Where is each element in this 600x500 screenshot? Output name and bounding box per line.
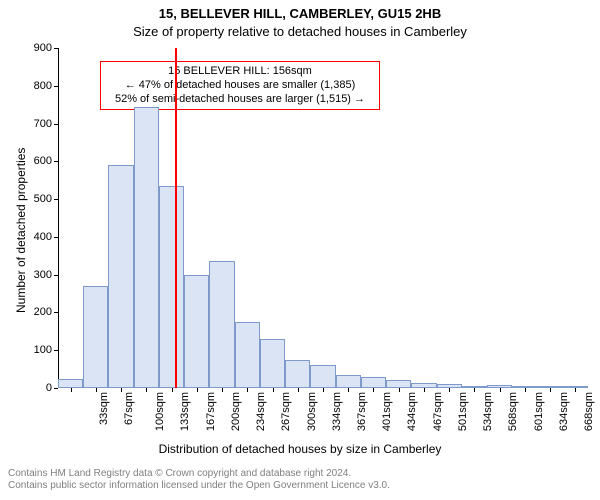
y-tick-mark xyxy=(54,237,58,238)
x-tick-label: 167sqm xyxy=(205,392,217,431)
histogram-bar xyxy=(361,377,386,388)
annotation-line1: 15 BELLEVER HILL: 156sqm xyxy=(107,65,373,79)
x-tick-label: 568sqm xyxy=(508,392,520,431)
x-tick-mark xyxy=(96,388,97,392)
x-tick-mark xyxy=(525,388,526,392)
chart-title-line1: 15, BELLEVER HILL, CAMBERLEY, GU15 2HB xyxy=(0,6,600,21)
x-tick-label: 434sqm xyxy=(407,392,419,431)
x-tick-label: 300sqm xyxy=(306,392,318,431)
x-tick-label: 501sqm xyxy=(457,392,469,431)
histogram-bar xyxy=(58,379,83,388)
chart-container: { "title_line1": "15, BELLEVER HILL, CAM… xyxy=(0,0,600,500)
footer-attribution: Contains HM Land Registry data © Crown c… xyxy=(8,468,390,492)
x-tick-label: 534sqm xyxy=(482,392,494,431)
histogram-bar xyxy=(285,360,310,388)
property-marker-line xyxy=(175,48,177,388)
footer-line1: Contains HM Land Registry data © Crown c… xyxy=(8,468,390,480)
histogram-bar xyxy=(209,261,234,388)
annotation-box: 15 BELLEVER HILL: 156sqm ← 47% of detach… xyxy=(100,61,380,110)
x-tick-label: 467sqm xyxy=(432,392,444,431)
y-tick-mark xyxy=(54,124,58,125)
y-tick-mark xyxy=(54,388,58,389)
footer-line2: Contains public sector information licen… xyxy=(8,480,390,492)
x-tick-mark xyxy=(273,388,274,392)
x-tick-mark xyxy=(247,388,248,392)
x-tick-mark xyxy=(449,388,450,392)
x-tick-mark xyxy=(172,388,173,392)
histogram-bar xyxy=(134,107,159,388)
x-tick-mark xyxy=(323,388,324,392)
x-axis-label: Distribution of detached houses by size … xyxy=(0,442,600,456)
x-tick-label: 133sqm xyxy=(179,392,191,431)
y-tick-mark xyxy=(54,86,58,87)
y-tick-mark xyxy=(54,350,58,351)
x-tick-label: 367sqm xyxy=(356,392,368,431)
x-tick-mark xyxy=(474,388,475,392)
x-tick-label: 401sqm xyxy=(381,392,393,431)
x-tick-label: 334sqm xyxy=(331,392,343,431)
x-tick-mark xyxy=(197,388,198,392)
y-tick-mark xyxy=(54,161,58,162)
chart-title-line2: Size of property relative to detached ho… xyxy=(0,24,600,39)
x-tick-label: 267sqm xyxy=(280,392,292,431)
histogram-bar xyxy=(108,165,133,388)
x-tick-label: 234sqm xyxy=(255,392,267,431)
x-tick-label: 668sqm xyxy=(583,392,595,431)
histogram-bar xyxy=(159,186,184,388)
y-tick-mark xyxy=(54,312,58,313)
histogram-bar xyxy=(235,322,260,388)
x-tick-mark xyxy=(222,388,223,392)
x-tick-label: 200sqm xyxy=(230,392,242,431)
histogram-bar xyxy=(260,339,285,388)
histogram-bar xyxy=(310,365,335,388)
x-tick-mark xyxy=(146,388,147,392)
x-tick-label: 601sqm xyxy=(533,392,545,431)
x-tick-mark xyxy=(399,388,400,392)
histogram-bar xyxy=(184,275,209,388)
y-tick-mark xyxy=(54,48,58,49)
x-tick-mark xyxy=(575,388,576,392)
x-tick-mark xyxy=(500,388,501,392)
histogram-bar xyxy=(386,380,411,388)
x-tick-label: 634sqm xyxy=(558,392,570,431)
x-tick-mark xyxy=(550,388,551,392)
y-axis-line xyxy=(58,48,59,388)
plot-area: 15 BELLEVER HILL: 156sqm ← 47% of detach… xyxy=(58,48,588,388)
histogram-bar xyxy=(83,286,108,388)
x-tick-mark xyxy=(71,388,72,392)
x-tick-mark xyxy=(348,388,349,392)
y-axis-label: Number of detached properties xyxy=(14,148,28,313)
x-tick-label: 67sqm xyxy=(123,392,135,425)
x-tick-mark xyxy=(121,388,122,392)
x-tick-mark xyxy=(298,388,299,392)
annotation-line2: ← 47% of detached houses are smaller (1,… xyxy=(107,79,373,93)
x-tick-label: 33sqm xyxy=(98,392,110,425)
x-tick-mark xyxy=(424,388,425,392)
y-tick-mark xyxy=(54,199,58,200)
y-tick-mark xyxy=(54,275,58,276)
x-tick-mark xyxy=(373,388,374,392)
annotation-line3: 52% of semi-detached houses are larger (… xyxy=(107,93,373,107)
histogram-bar xyxy=(336,375,361,388)
x-tick-label: 100sqm xyxy=(154,392,166,431)
